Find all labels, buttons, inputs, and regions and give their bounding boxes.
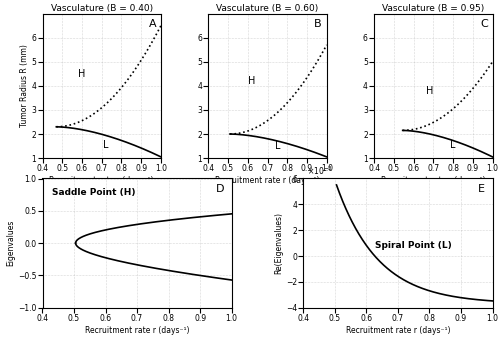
Title: Vasculature (B = 0.95): Vasculature (B = 0.95) (382, 4, 484, 13)
X-axis label: Recruitment rate r (days⁻¹): Recruitment rate r (days⁻¹) (85, 326, 190, 335)
Text: D: D (216, 184, 224, 194)
X-axis label: Recruitment rate r (days⁻¹): Recruitment rate r (days⁻¹) (50, 176, 154, 185)
Text: L: L (274, 141, 280, 151)
Title: Vasculature (B = 0.40): Vasculature (B = 0.40) (50, 4, 153, 13)
Text: Spiral Point (L): Spiral Point (L) (374, 241, 452, 250)
Text: C: C (480, 19, 488, 29)
Y-axis label: Re(Eigenvalues): Re(Eigenvalues) (274, 212, 283, 274)
Text: L: L (450, 140, 456, 150)
X-axis label: Recruitment rate r (days⁻¹): Recruitment rate r (days⁻¹) (215, 176, 320, 185)
Text: A: A (148, 19, 156, 29)
Y-axis label: Tumor Radius R (mm): Tumor Radius R (mm) (20, 45, 28, 127)
Title: Vasculature (B = 0.60): Vasculature (B = 0.60) (216, 4, 318, 13)
Text: B: B (314, 19, 322, 29)
Y-axis label: Eigenvalues: Eigenvalues (6, 220, 15, 266)
Text: H: H (78, 69, 86, 79)
Text: H: H (426, 86, 433, 96)
Text: E: E (478, 184, 485, 194)
X-axis label: Recruitment rate r (days⁻¹): Recruitment rate r (days⁻¹) (346, 326, 450, 335)
Text: L: L (103, 140, 108, 150)
X-axis label: Recruitment rate r (days⁻¹): Recruitment rate r (days⁻¹) (381, 176, 486, 185)
Text: H: H (248, 76, 256, 86)
Text: Saddle Point (H): Saddle Point (H) (52, 188, 136, 197)
Text: $\times 10^{-3}$: $\times 10^{-3}$ (307, 165, 333, 177)
